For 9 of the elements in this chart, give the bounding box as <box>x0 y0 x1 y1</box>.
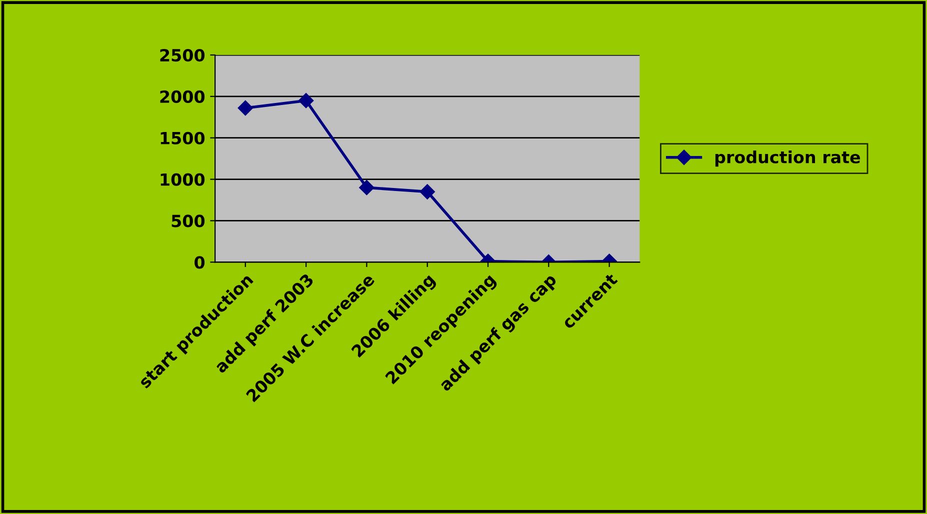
y-tick-label: 1000 <box>160 173 205 186</box>
point <box>298 93 314 108</box>
point <box>238 100 253 116</box>
y-tick-label: 2000 <box>160 90 205 103</box>
y-tick-label: 0 <box>194 256 205 269</box>
legend-label: production rate <box>715 150 860 167</box>
y-tick-label: 500 <box>172 214 205 228</box>
y-tick-label: 1500 <box>160 132 205 144</box>
y-tick-label: 2500 <box>160 48 205 62</box>
